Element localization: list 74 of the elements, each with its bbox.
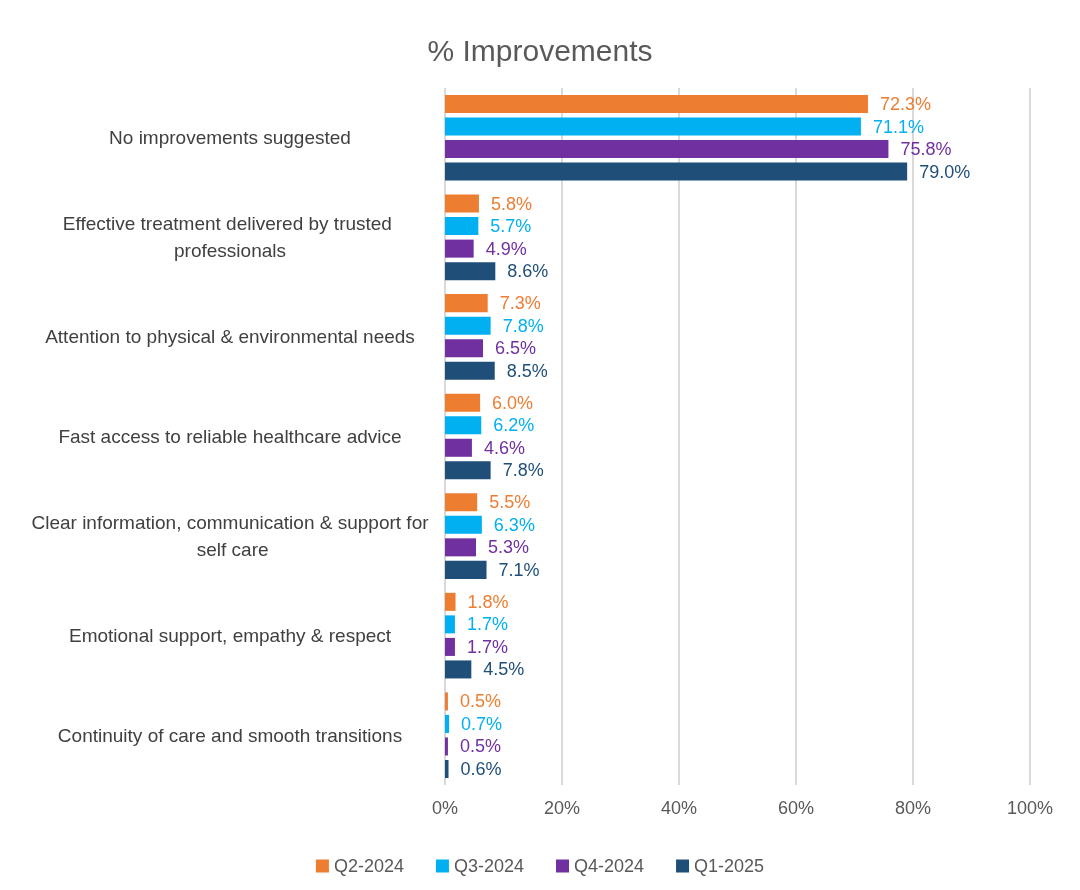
data-label: 0.5%	[459, 691, 501, 712]
bar	[445, 538, 477, 557]
bar	[445, 262, 496, 281]
bar	[445, 438, 472, 457]
bar	[445, 294, 488, 313]
bar	[445, 692, 448, 711]
bar	[445, 714, 450, 733]
data-label: 1.8%	[467, 591, 509, 612]
data-label: 7.8%	[502, 460, 544, 481]
bar	[445, 117, 861, 136]
data-label: 79.0%	[919, 161, 971, 182]
bar	[445, 239, 474, 258]
bar	[445, 515, 482, 534]
bar	[445, 194, 479, 213]
y-tick-label: Clear information, communication & support for self care	[31, 512, 430, 561]
bar	[445, 416, 482, 435]
bar	[445, 461, 491, 480]
data-label: 6.2%	[493, 415, 535, 436]
bar	[445, 615, 455, 634]
bar	[445, 217, 479, 236]
data-label: 0.5%	[459, 736, 501, 757]
data-label: 4.6%	[483, 437, 525, 458]
x-tick-label: 0%	[431, 798, 459, 818]
data-label: 6.0%	[492, 392, 534, 413]
legend-label: Q1-2025	[694, 856, 765, 876]
bar	[445, 737, 448, 756]
y-tick-label: Fast access to reliable healthcare advice	[58, 426, 402, 447]
y-tick-label: Continuity of care and smooth transitions	[57, 724, 403, 746]
legend-label: Q3-2024	[453, 856, 525, 876]
data-label: 7.1%	[498, 559, 540, 580]
data-label: 6.3%	[493, 514, 535, 535]
legend-label: Q2-2024	[333, 856, 404, 876]
bar	[445, 316, 491, 335]
y-tick-label: Attention to physical & environmental needs	[45, 326, 415, 348]
data-label: 5.5%	[489, 492, 531, 513]
bar	[445, 592, 456, 611]
data-label: 7.3%	[499, 293, 541, 314]
bar	[445, 493, 478, 512]
x-tick-label: 80%	[894, 798, 932, 818]
data-label: 71.1%	[872, 116, 924, 137]
data-label: 4.5%	[483, 659, 525, 680]
bar	[445, 94, 868, 113]
x-tick-label: 20%	[543, 798, 581, 818]
data-label: 0.7%	[461, 713, 503, 734]
chart-title: % Improvements	[427, 33, 653, 67]
x-tick-label: 40%	[660, 798, 698, 818]
y-tick-label: No improvements suggested	[109, 127, 351, 149]
data-label: 72.3%	[879, 93, 931, 114]
data-label: 7.8%	[502, 315, 544, 336]
bar	[445, 361, 495, 380]
x-tick-label: 100%	[1006, 798, 1054, 818]
data-label: 1.7%	[466, 614, 508, 635]
data-label: 4.9%	[485, 238, 527, 259]
data-label: 0.6%	[460, 759, 502, 780]
data-label: 6.5%	[495, 338, 537, 359]
bar	[445, 339, 484, 358]
data-label: 5.8%	[490, 193, 532, 214]
bar	[445, 637, 455, 656]
bar	[445, 760, 449, 779]
bar	[445, 162, 908, 181]
bar	[445, 560, 487, 579]
data-label: 1.7%	[466, 636, 508, 657]
bar	[445, 660, 472, 679]
data-label: 8.5%	[506, 360, 548, 381]
bar	[445, 140, 889, 159]
data-label: 8.6%	[507, 261, 549, 282]
y-tick-label: Emotional support, empathy & respect	[68, 625, 392, 647]
bar	[445, 393, 481, 412]
legend-label: Q4-2024	[574, 856, 645, 876]
x-tick-label: 60%	[777, 798, 815, 818]
data-label: 5.7%	[490, 216, 532, 237]
data-label: 5.3%	[488, 537, 530, 558]
y-tick-label: Effective treatment delivered by trusted professionals	[62, 213, 398, 262]
data-label: 75.8%	[900, 139, 952, 160]
